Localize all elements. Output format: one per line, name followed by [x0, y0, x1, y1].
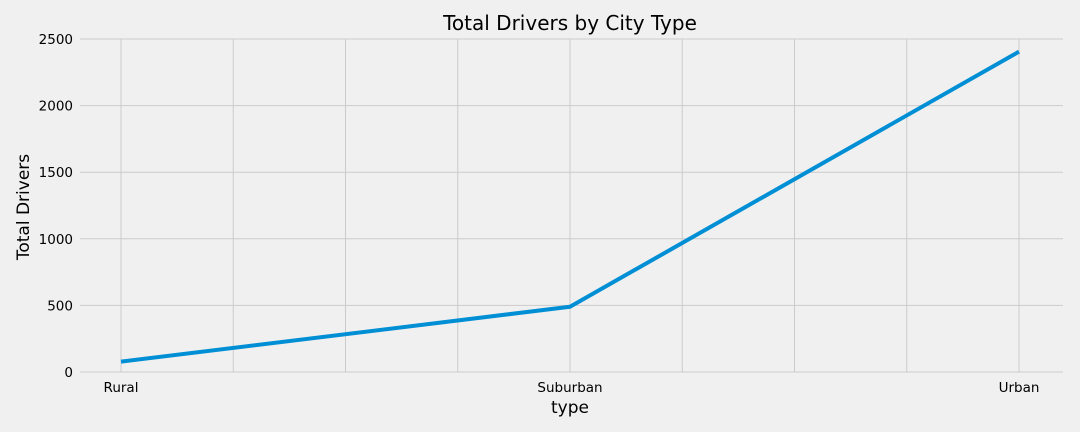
chart-title: Total Drivers by City Type: [442, 11, 697, 35]
y-tick-label: 1500: [39, 165, 73, 181]
y-axis-title: Total Drivers: [14, 154, 34, 261]
x-axis-title: type: [551, 398, 589, 418]
y-tick-label: 500: [47, 298, 73, 314]
x-axis-ticks: Rural Suburban Urban: [104, 380, 1040, 396]
y-tick-label: 1000: [39, 232, 73, 248]
y-tick-label: 2000: [39, 99, 73, 115]
x-tick-label: Rural: [104, 380, 139, 396]
series-layer: [120, 49, 1020, 364]
grid: [80, 38, 1063, 373]
y-tick-label: 0: [64, 365, 73, 381]
y-tick-label: 2500: [39, 32, 73, 48]
y-axis-ticks: 0 500 1000 1500 2000 2500: [39, 32, 73, 381]
x-tick-label: Urban: [999, 380, 1040, 396]
x-tick-label: Suburban: [537, 380, 602, 396]
